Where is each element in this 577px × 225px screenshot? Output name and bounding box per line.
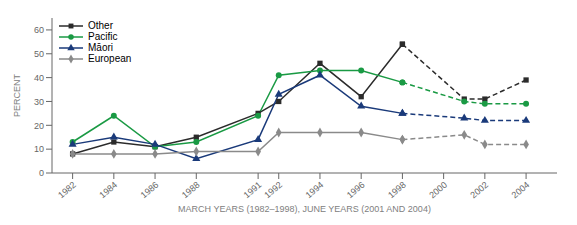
svg-text:1986: 1986 [139, 180, 161, 201]
svg-text:1992: 1992 [262, 180, 284, 201]
svg-text:1994: 1994 [304, 180, 326, 201]
svg-text:PERCENT: PERCENT [12, 74, 22, 118]
svg-text:1988: 1988 [180, 180, 202, 201]
svg-text:1991: 1991 [242, 180, 264, 201]
svg-text:50: 50 [34, 49, 44, 59]
html-text:Other: Other [88, 20, 113, 31]
svg-text:MARCH YEARS (1982–1998), JUNE: MARCH YEARS (1982–1998), JUNE YEARS (200… [178, 204, 431, 214]
svg-text:1984: 1984 [97, 180, 119, 201]
html-text:European: European [88, 53, 132, 64]
svg-text:1982: 1982 [56, 180, 78, 201]
svg-text:40: 40 [34, 73, 44, 83]
svg-text:0: 0 [39, 168, 44, 178]
svg-text:60: 60 [34, 25, 44, 35]
svg-text:30: 30 [34, 97, 44, 107]
svg-text:10: 10 [34, 144, 44, 154]
svg-text:2002: 2002 [468, 180, 490, 201]
svg-text:2000: 2000 [427, 180, 449, 201]
svg-text:20: 20 [34, 121, 44, 131]
html-text:Māori: Māori [88, 42, 113, 53]
html-text:Pacific: Pacific [88, 31, 118, 42]
svg-text:1998: 1998 [386, 180, 408, 201]
svg-text:1996: 1996 [345, 180, 367, 201]
svg-text:2004: 2004 [510, 180, 532, 201]
